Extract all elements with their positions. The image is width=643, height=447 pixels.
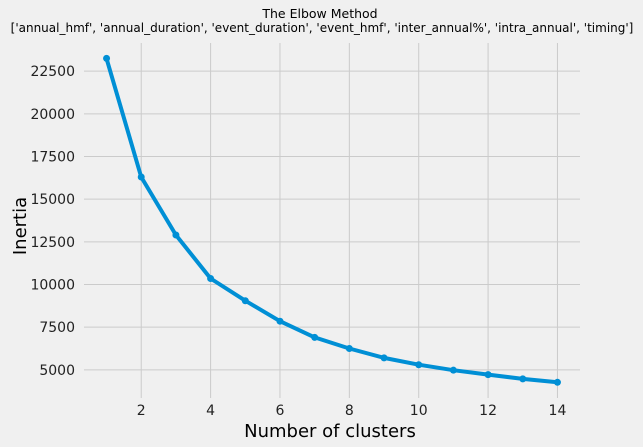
y-tick-label: 12500 [30,235,75,251]
x-tick-label: 14 [549,403,567,419]
y-tick-label: 22500 [30,64,75,80]
x-tick-label: 4 [206,403,215,419]
x-tick-label: 10 [410,403,428,419]
y-tick-label: 7500 [39,320,75,336]
data-point [415,361,423,369]
chart-title: The Elbow Method [261,6,377,21]
tick-labels: 2 4 6 8 10 12 14 5000 7500 10000 12500 15000 17500 20… [30,64,566,419]
grid [84,43,580,398]
x-tick-label: 6 [276,403,285,419]
data-point [103,54,111,62]
data-point [137,173,145,181]
data-point [311,333,319,341]
data-point [345,345,353,353]
data-point [276,317,284,325]
data-point [172,231,180,239]
series-line [104,56,560,385]
y-tick-label: 5000 [39,363,75,379]
data-point [207,275,215,283]
data-point [553,378,561,386]
data-point [380,354,388,362]
data-point [519,375,527,383]
data-point [241,297,249,305]
x-tick-label: 12 [479,403,497,419]
x-axis-label: Number of clusters [244,421,416,442]
y-tick-label: 17500 [30,149,75,165]
x-tick-label: 2 [137,403,146,419]
y-axis-label: Inertia [10,197,31,255]
data-point [449,366,457,374]
chart-subtitle: ['annual_hmf', 'annual_duration', 'event… [11,21,634,35]
x-tick-label: 8 [345,403,354,419]
series-layer [103,54,561,386]
y-tick-label: 15000 [30,192,75,208]
data-point [484,371,492,379]
y-tick-label: 20000 [30,107,75,123]
y-tick-label: 10000 [30,278,75,294]
